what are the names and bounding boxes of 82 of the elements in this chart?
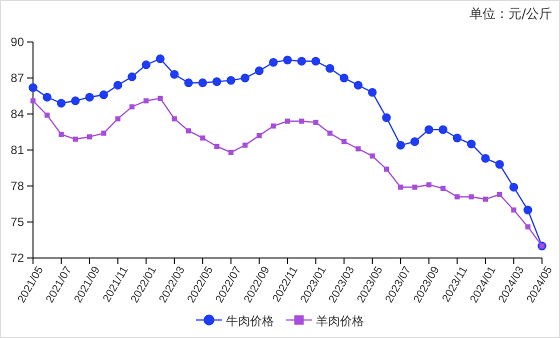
point xyxy=(268,58,278,67)
point xyxy=(87,134,92,140)
point xyxy=(129,104,135,110)
point xyxy=(198,78,208,88)
point xyxy=(30,98,36,104)
point xyxy=(170,70,179,79)
point xyxy=(254,66,264,76)
point xyxy=(452,134,462,142)
point xyxy=(466,140,476,148)
point xyxy=(340,74,348,82)
y-tick-label: 87 xyxy=(10,70,24,85)
point xyxy=(412,184,418,190)
legend-label: 羊肉价格 xyxy=(316,314,364,328)
point xyxy=(396,140,405,150)
point xyxy=(144,98,149,104)
point xyxy=(440,186,446,191)
point xyxy=(226,76,236,85)
point xyxy=(370,153,375,159)
point xyxy=(482,196,488,202)
point xyxy=(495,160,504,169)
point xyxy=(184,78,193,88)
point xyxy=(297,56,306,66)
point xyxy=(115,116,120,122)
point xyxy=(186,128,192,134)
point xyxy=(525,224,530,230)
point xyxy=(410,137,420,146)
point xyxy=(481,154,490,163)
point xyxy=(354,80,363,90)
point xyxy=(283,56,292,64)
point xyxy=(299,118,304,124)
y-tick-label: 81 xyxy=(10,142,24,157)
point xyxy=(142,60,150,70)
point xyxy=(398,184,404,190)
point xyxy=(42,92,52,102)
point xyxy=(101,130,106,136)
point xyxy=(497,192,502,197)
point xyxy=(158,96,163,101)
point xyxy=(228,150,234,155)
point xyxy=(384,166,390,172)
point xyxy=(128,72,136,82)
y-tick-label: 84 xyxy=(10,106,24,121)
point xyxy=(326,64,334,73)
y-tick-label: 90 xyxy=(10,34,24,49)
point xyxy=(426,182,432,188)
point xyxy=(382,113,391,122)
point xyxy=(58,132,64,137)
point xyxy=(44,112,50,118)
text: 单位：元/公斤 xyxy=(470,7,552,22)
point xyxy=(424,125,434,134)
point xyxy=(284,118,290,124)
point xyxy=(28,83,38,92)
point xyxy=(212,77,222,86)
point xyxy=(509,182,518,192)
point xyxy=(311,56,320,66)
y-tick-label: 72 xyxy=(10,250,24,265)
legend-label: 牛肉价格 xyxy=(226,314,274,328)
point xyxy=(172,116,177,122)
point xyxy=(56,98,66,108)
point xyxy=(368,88,377,97)
point xyxy=(256,133,262,138)
point xyxy=(342,139,347,144)
point xyxy=(438,125,448,134)
point xyxy=(156,54,165,64)
point xyxy=(313,120,318,125)
point xyxy=(468,194,474,200)
point xyxy=(85,92,94,102)
point xyxy=(511,207,516,213)
point xyxy=(523,206,532,214)
point xyxy=(113,80,122,90)
point xyxy=(72,136,78,142)
point xyxy=(242,142,248,148)
point xyxy=(99,90,108,100)
point xyxy=(240,74,250,82)
point xyxy=(454,194,460,200)
point xyxy=(356,146,361,152)
y-tick-label: 78 xyxy=(10,178,24,193)
point xyxy=(71,96,80,106)
point xyxy=(200,135,206,141)
point xyxy=(270,123,276,129)
point xyxy=(214,144,220,149)
y-tick-label: 75 xyxy=(10,214,24,229)
point xyxy=(327,130,332,136)
